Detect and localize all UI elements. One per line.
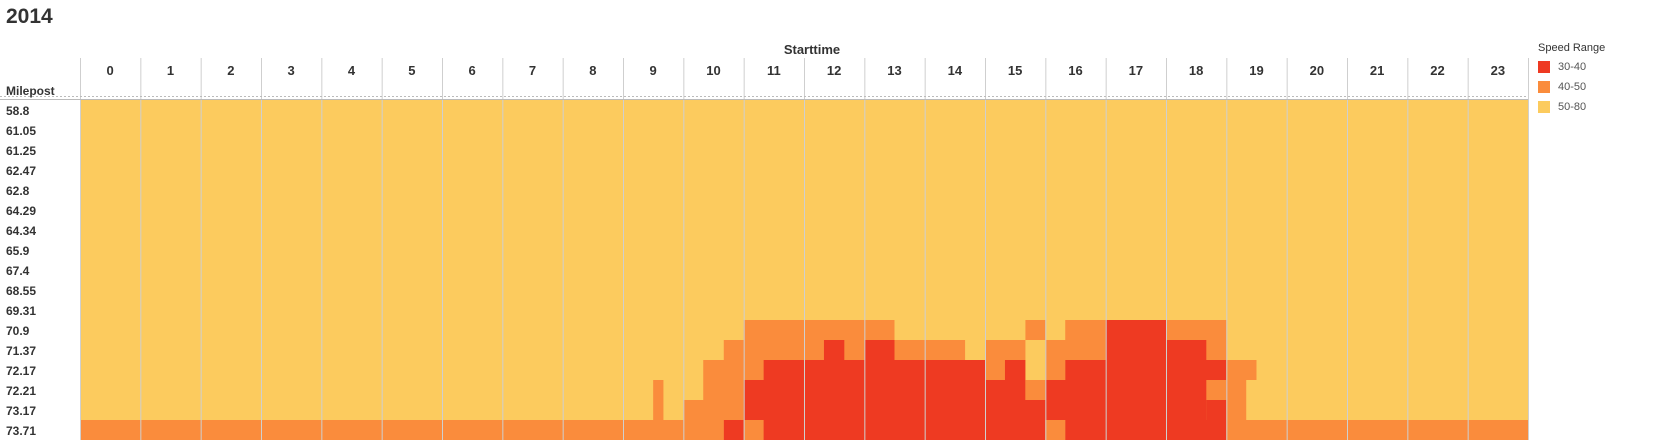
x-axis-title: Starttime <box>784 42 840 57</box>
heatmap-cell <box>1045 360 1066 380</box>
x-tick-label: 1 <box>167 63 174 78</box>
legend-swatch <box>1538 101 1550 113</box>
heatmap-cell <box>703 380 744 400</box>
heatmap-cell <box>1226 420 1528 440</box>
y-tick-label: 70.9 <box>6 324 30 338</box>
heatmap-cell <box>1065 420 1227 440</box>
heatmap-cell <box>763 420 1046 440</box>
x-tick-label: 12 <box>827 63 841 78</box>
heatmap-cell <box>1045 340 1106 360</box>
heatmap-cell <box>1045 420 1066 440</box>
heatmap-cell <box>985 340 1026 360</box>
x-tick-label: 20 <box>1310 63 1324 78</box>
y-tick-label: 64.34 <box>6 224 36 238</box>
y-tick-label: 64.29 <box>6 204 36 218</box>
legend-swatch <box>1538 81 1550 93</box>
y-tick-label: 65.9 <box>6 244 30 258</box>
y-tick-label: 72.21 <box>6 384 36 398</box>
y-tick-label: 72.17 <box>6 364 36 378</box>
x-tick-label: 8 <box>589 63 596 78</box>
x-tick-label: 22 <box>1430 63 1444 78</box>
x-tick-label: 3 <box>288 63 295 78</box>
x-tick-label: 5 <box>408 63 415 78</box>
legend-swatch <box>1538 61 1550 73</box>
y-tick-label: 67.4 <box>6 264 30 278</box>
heatmap-cell <box>763 360 985 380</box>
legend-item-40-50: 40-50 <box>1538 77 1605 97</box>
y-tick-label: 61.25 <box>6 144 36 158</box>
heatmap-cell <box>1105 320 1166 340</box>
x-tick-label: 10 <box>706 63 720 78</box>
y-tick-label: 62.47 <box>6 164 36 178</box>
x-tick-label: 7 <box>529 63 536 78</box>
x-tick-label: 14 <box>948 63 963 78</box>
y-tick-label: 73.71 <box>6 424 36 438</box>
heatmap-cell <box>703 360 764 380</box>
heatmap-cell <box>1004 360 1026 380</box>
x-tick-label: 19 <box>1249 63 1263 78</box>
heatmap-cell <box>683 400 744 420</box>
x-tick-label: 2 <box>227 63 234 78</box>
heatmap-cell <box>1065 360 1227 380</box>
y-tick-label: 62.8 <box>6 184 30 198</box>
legend-title: Speed Range <box>1538 42 1606 54</box>
heatmap-cell <box>723 340 824 360</box>
x-tick-label: 9 <box>650 63 657 78</box>
heatmap-cell <box>1226 360 1257 380</box>
heatmap-cell <box>1166 320 1227 340</box>
legend: Speed Range 30-40 40-50 50-80 <box>1538 42 1605 117</box>
heatmap-cell <box>80 420 724 440</box>
legend-item-50-80: 50-80 <box>1538 97 1605 117</box>
legend-label: 30-40 <box>1558 61 1587 73</box>
x-tick-label: 11 <box>767 63 781 78</box>
x-tick-label: 4 <box>348 63 356 78</box>
legend-item-30-40: 30-40 <box>1538 57 1605 77</box>
heatmap-cell <box>653 400 664 420</box>
x-tick-label: 21 <box>1370 63 1384 78</box>
y-tick-label: 73.17 <box>6 404 36 418</box>
heatmap-cell <box>653 380 664 400</box>
heatmap-cell <box>1025 380 1046 400</box>
heatmap-cell <box>1206 380 1247 400</box>
y-tick-label: 58.8 <box>6 104 30 118</box>
heatmap-cell <box>1105 340 1207 360</box>
heatmap-cell <box>743 400 1207 420</box>
heatmap-cell <box>1206 400 1227 420</box>
heatmap-cell <box>743 420 764 440</box>
x-tick-label: 15 <box>1008 63 1022 78</box>
heatmap-cell <box>864 340 895 360</box>
legend-label: 40-50 <box>1558 81 1587 93</box>
heatmap-cell <box>1065 320 1106 340</box>
heatmap-cell <box>985 360 1005 380</box>
heatmap-cell <box>1206 340 1227 360</box>
heatmap-cell <box>823 340 845 360</box>
x-tick-label: 13 <box>887 63 901 78</box>
heatmap-cell <box>894 340 966 360</box>
x-tick-label: 16 <box>1068 63 1082 78</box>
heatmap-cell <box>1025 320 1046 340</box>
heatmap-cell <box>743 380 1026 400</box>
heatmap-cell <box>743 320 895 340</box>
heatmap-cell <box>723 420 744 440</box>
y-axis-title: Milepost <box>6 84 55 98</box>
legend-label: 50-80 <box>1558 101 1587 113</box>
y-tick-label: 71.37 <box>6 344 36 358</box>
y-tick-label: 68.55 <box>6 284 36 298</box>
x-tick-label: 6 <box>469 63 476 78</box>
heatmap-cell <box>844 340 865 360</box>
heatmap-cell <box>1045 380 1207 400</box>
x-tick-label: 0 <box>107 63 114 78</box>
x-tick-label: 18 <box>1189 63 1203 78</box>
x-tick-label: 17 <box>1129 63 1143 78</box>
heatmap-cell <box>1226 400 1247 420</box>
y-tick-label: 69.31 <box>6 304 36 318</box>
chart-title: 2014 <box>6 5 53 28</box>
y-tick-label: 61.05 <box>6 124 36 138</box>
x-tick-label: 23 <box>1491 63 1505 78</box>
